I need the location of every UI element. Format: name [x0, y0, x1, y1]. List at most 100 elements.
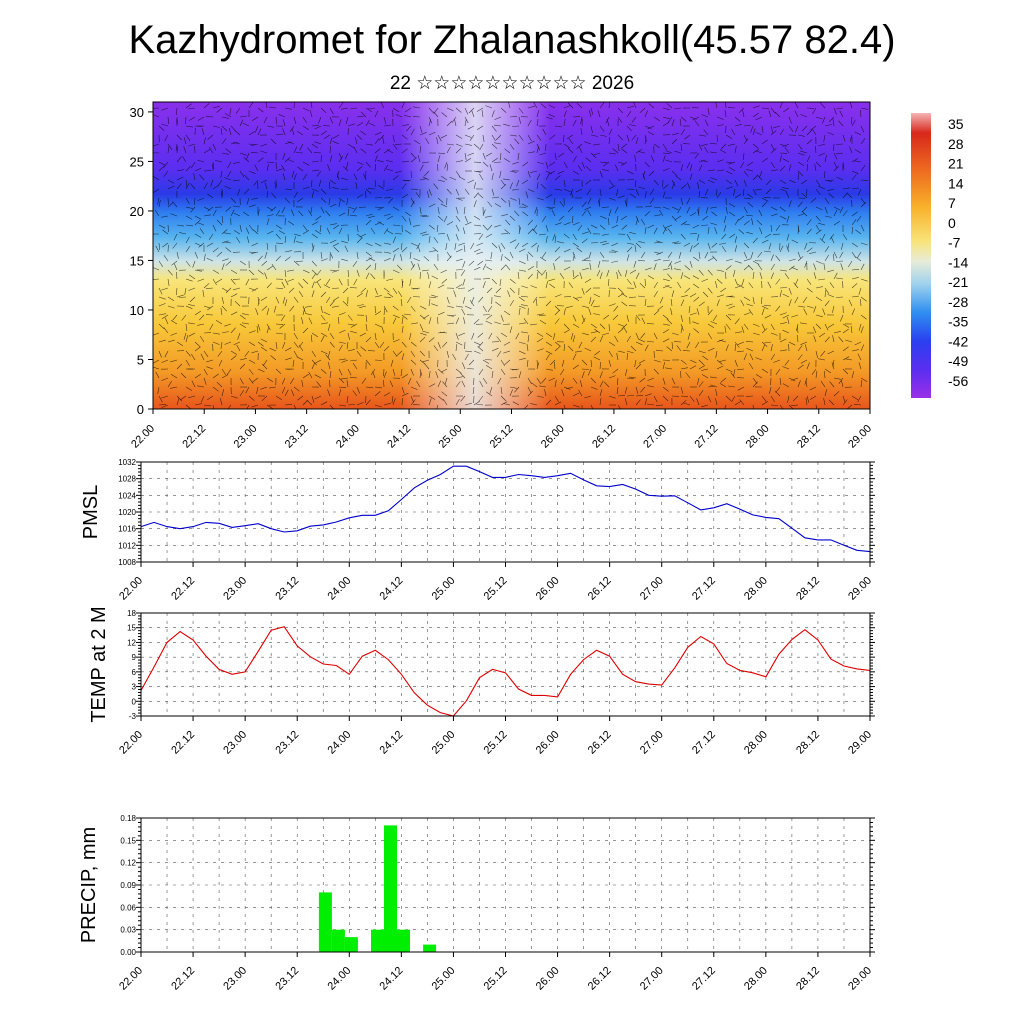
wind-barb [608, 152, 616, 155]
wind-barb [638, 151, 646, 154]
wind-barb [770, 404, 779, 406]
wind-barb [740, 299, 745, 307]
wind-barb [176, 395, 183, 402]
wind-barb [527, 151, 535, 154]
wind-barb [614, 206, 619, 214]
wind-barb [721, 245, 727, 253]
wind-barb [824, 197, 830, 204]
wind-barb [302, 229, 310, 235]
wind-barb [572, 269, 575, 278]
wind-barb [176, 169, 184, 172]
wind-barb [446, 107, 454, 112]
wind-barb [806, 278, 812, 285]
wind-barb [509, 299, 515, 307]
wind-barb [332, 296, 340, 302]
wind-barb [773, 359, 781, 363]
wind-barb [332, 134, 340, 139]
wind-barb [185, 350, 191, 357]
wind-barb [266, 230, 274, 235]
wind-barb [608, 350, 613, 358]
wind-barb [266, 190, 268, 199]
wind-barb [743, 242, 750, 249]
wind-barb [503, 178, 511, 181]
wind-barb [827, 350, 835, 355]
wind-barb [284, 256, 291, 262]
wind-barb [680, 326, 683, 334]
wind-barb [567, 102, 574, 109]
wind-barb [617, 134, 624, 141]
wind-barb [743, 220, 750, 226]
wind-barb [446, 233, 450, 241]
wind-barb [314, 395, 322, 400]
wind-barb [182, 155, 187, 163]
wind-barb [221, 331, 229, 334]
wind-barb [464, 402, 472, 406]
wind-barb [320, 401, 328, 406]
wind-barb [423, 256, 430, 262]
wind-barb [383, 296, 392, 298]
wind-barb [338, 368, 343, 376]
ytick-label: 9 [132, 653, 137, 662]
wind-barb [441, 278, 448, 284]
wind-barb [779, 338, 787, 343]
wind-barb [251, 287, 259, 292]
wind-barb [554, 395, 559, 403]
wind-barb [783, 107, 790, 113]
wind-barb [671, 241, 679, 244]
wind-barb [368, 107, 376, 110]
wind-barb [428, 203, 436, 208]
wind-barb [428, 371, 431, 379]
wind-barb [191, 161, 196, 169]
wind-barb [293, 173, 297, 181]
wind-barb [788, 377, 796, 382]
wind-barb [455, 206, 459, 214]
wind-barb [572, 119, 577, 127]
wind-barb [491, 110, 495, 118]
colorbar-label: 0 [948, 215, 956, 231]
wind-barb [314, 125, 322, 130]
wind-barb [851, 308, 855, 316]
wind-barb [563, 161, 568, 169]
wind-barb [548, 170, 556, 175]
wind-barb [731, 128, 736, 136]
wind-barb [383, 392, 391, 397]
wind-barb [567, 147, 574, 154]
wind-barb [194, 310, 201, 316]
wind-barb [417, 155, 421, 163]
wind-barb [770, 148, 777, 154]
wind-barb [311, 179, 313, 188]
wind-barb [485, 105, 493, 109]
wind-barb [827, 188, 835, 192]
wind-barb [264, 182, 268, 190]
wind-barb [527, 251, 534, 258]
wind-barb [589, 263, 592, 271]
wind-barb [401, 183, 407, 190]
wind-barb [671, 332, 679, 336]
wind-barb [345, 116, 349, 124]
heatmap-xtick-label: 26.12 [590, 423, 618, 451]
wind-barb [842, 187, 850, 190]
wind-barb [662, 329, 670, 334]
wind-barb [545, 224, 549, 232]
wind-barb [392, 317, 397, 325]
wind-barb [356, 194, 364, 199]
wind-barb [365, 161, 371, 168]
wind-barb [576, 143, 583, 149]
wind-barb [779, 215, 787, 220]
wind-barb [860, 109, 862, 118]
wind-barb [743, 138, 749, 145]
wind-barb [293, 332, 298, 340]
wind-barb [381, 326, 385, 334]
wind-barb [680, 116, 687, 122]
wind-barb [653, 332, 658, 340]
wind-barb [599, 389, 603, 397]
xtick-label: 27.12 [690, 965, 718, 993]
heatmap-ytick-label: 20 [130, 204, 144, 219]
wind-barb [176, 398, 180, 406]
wind-barb [733, 269, 736, 277]
wind-barb [728, 203, 736, 208]
wind-barb [797, 213, 805, 217]
wind-barb [298, 210, 304, 217]
wind-barb [485, 215, 493, 218]
wind-barb [386, 215, 394, 220]
